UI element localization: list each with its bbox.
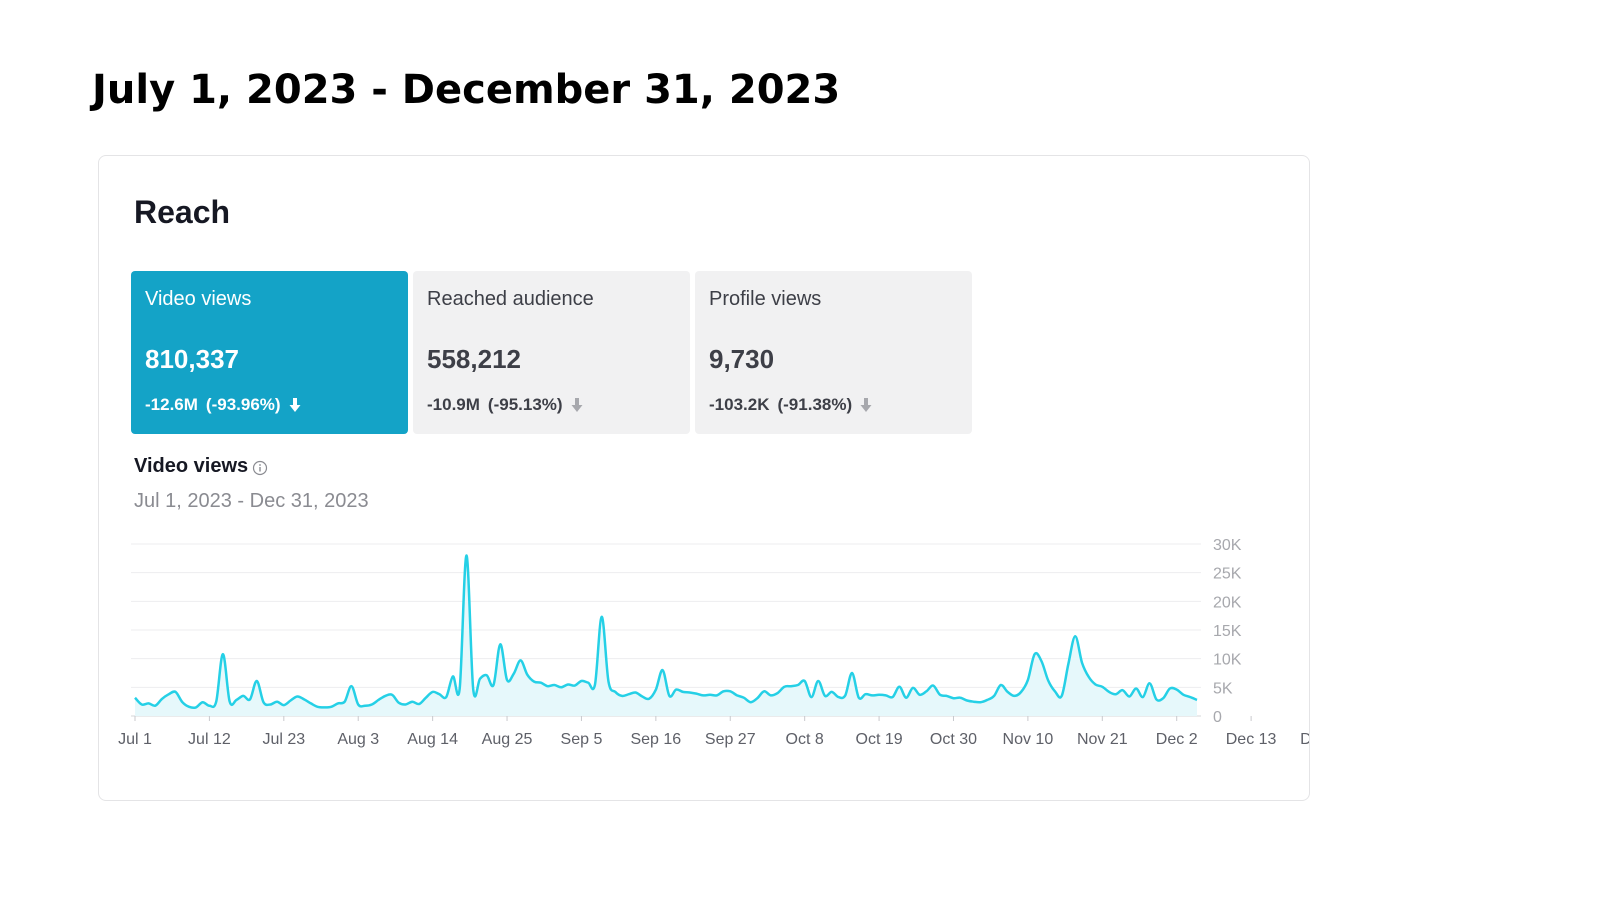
x-tick-label: Sep 16 bbox=[630, 731, 681, 748]
change-percent: (-93.96%) bbox=[205, 395, 281, 414]
video-views-chart: 0 5K 10K 15K 20K 25K 30K Jul 1 Jul 12 Jul 23 Aug 3… bbox=[118, 537, 1309, 748]
metric-value: 9,730 bbox=[709, 344, 775, 374]
change-percent: (-95.13%) bbox=[487, 395, 563, 414]
series-line bbox=[134, 554, 1198, 710]
metric-label: Video views bbox=[145, 288, 252, 310]
x-tick-label: Jul 12 bbox=[188, 731, 231, 748]
metric-change: -10.9M (-95.13%) bbox=[427, 395, 583, 415]
metric-label: Profile views bbox=[709, 288, 822, 310]
x-tick-label: Oct 19 bbox=[856, 731, 903, 748]
change-absolute: -10.9M bbox=[427, 395, 480, 414]
metric-label: Reached audience bbox=[427, 288, 594, 310]
series-area bbox=[135, 555, 1197, 716]
x-tick-label: Sep 5 bbox=[561, 731, 603, 748]
metric-value: 810,337 bbox=[145, 344, 239, 374]
metric-card-video-views[interactable]: Video views 810,337 -12.6M (-93.96%) bbox=[131, 271, 408, 434]
x-tick-label: Aug 3 bbox=[337, 731, 379, 748]
arrow-down-icon bbox=[571, 398, 583, 412]
chart-axes: 0 5K 10K 15K 20K 25K 30K Jul 1 Jul 12 Jul 23 Aug 3… bbox=[118, 537, 1309, 748]
change-percent: (-91.38%) bbox=[777, 395, 853, 414]
reach-card: Reach Video views 810,337 -12.6M (-93.96… bbox=[98, 155, 1310, 801]
y-tick-label: 5K bbox=[1213, 680, 1233, 697]
page-title: July 1, 2023 - December 31, 2023 bbox=[92, 67, 841, 113]
x-tick-label: Oct 8 bbox=[786, 731, 824, 748]
x-tick-label: Dec 2 bbox=[1156, 731, 1198, 748]
metric-change: -103.2K (-91.38%) bbox=[709, 395, 872, 415]
chart-date-range: Jul 1, 2023 - Dec 31, 2023 bbox=[134, 490, 369, 512]
x-tick-label: Dec 24 bbox=[1300, 731, 1309, 748]
change-absolute: -12.6M bbox=[145, 395, 198, 414]
metric-card-profile-views[interactable]: Profile views 9,730 -103.2K (-91.38%) bbox=[695, 271, 972, 434]
change-absolute: -103.2K bbox=[709, 395, 770, 414]
y-tick-label: 10K bbox=[1213, 652, 1242, 669]
x-tick-label: Nov 10 bbox=[1003, 731, 1054, 748]
metric-change: -12.6M (-93.96%) bbox=[145, 395, 301, 415]
x-tick-label: Jul 1 bbox=[118, 731, 152, 748]
y-tick-label: 20K bbox=[1213, 594, 1242, 611]
metric-card-reached-audience[interactable]: Reached audience 558,212 -10.9M (-95.13%… bbox=[413, 271, 690, 434]
y-tick-label: 30K bbox=[1213, 537, 1242, 554]
y-tick-label: 0 bbox=[1213, 709, 1222, 726]
arrow-down-icon bbox=[860, 398, 872, 412]
chart-title-text: Video views bbox=[134, 455, 249, 477]
x-tick-label: Oct 30 bbox=[930, 731, 977, 748]
x-tick-label: Nov 21 bbox=[1077, 731, 1128, 748]
x-tick-label: Jul 23 bbox=[262, 731, 305, 748]
y-tick-label: 15K bbox=[1213, 623, 1242, 640]
x-tick-label: Aug 14 bbox=[407, 731, 458, 748]
x-tick-label: Dec 13 bbox=[1226, 731, 1277, 748]
card-title: Reach bbox=[134, 194, 231, 230]
chart-title: Video views bbox=[134, 455, 268, 478]
y-tick-label: 25K bbox=[1213, 566, 1242, 583]
metric-value: 558,212 bbox=[427, 344, 521, 374]
x-tick-label: Sep 27 bbox=[705, 731, 756, 748]
x-tick-label: Aug 25 bbox=[482, 731, 533, 748]
info-icon[interactable] bbox=[252, 459, 268, 475]
arrow-down-icon bbox=[289, 398, 301, 412]
